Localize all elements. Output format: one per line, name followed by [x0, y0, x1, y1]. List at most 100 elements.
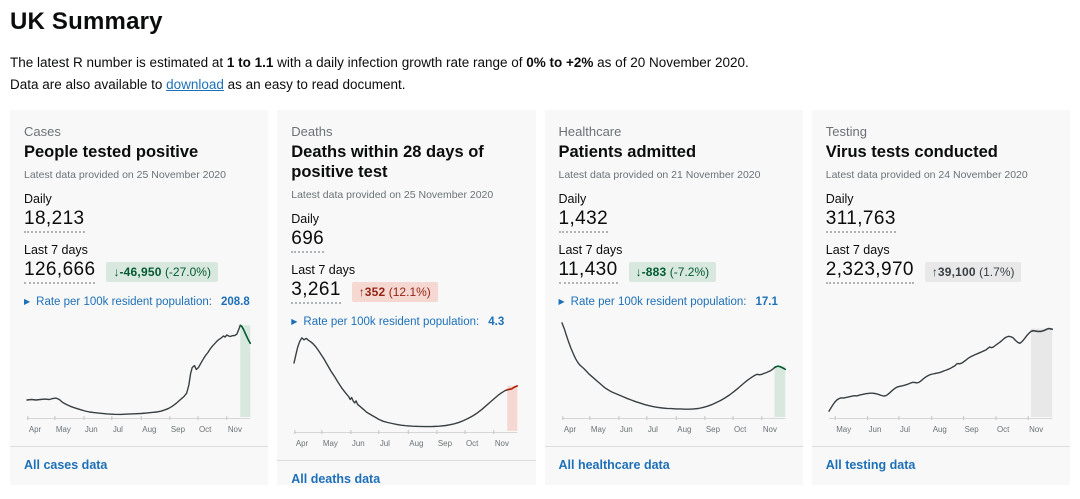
change-arrow-icon: ↑ [358, 284, 365, 299]
svg-text:Jul: Jul [113, 425, 123, 434]
triangle-right-icon: ▶ [24, 297, 31, 306]
trend-chart: May Jun Jul Aug Sep Oct Nov [826, 314, 1056, 444]
week-label: Last 7 days [291, 263, 356, 278]
daily-value: 311,763 [825, 208, 896, 234]
daily-metric: Daily 311,763 [825, 192, 1056, 234]
card-category: Healthcare [558, 124, 622, 140]
svg-text:Jun: Jun [85, 425, 98, 434]
svg-text:Sep: Sep [705, 425, 720, 434]
svg-text:Oct: Oct [466, 439, 479, 448]
change-badge: ↓-883 (-7.2%) [628, 261, 717, 282]
svg-text:Nov: Nov [1029, 425, 1043, 434]
card-provided-date: Latest data provided on 25 November 2020 [291, 189, 494, 202]
daily-label: Daily [291, 212, 320, 227]
card-provided-date: Latest data provided on 25 November 2020 [24, 169, 226, 182]
rate-toggle[interactable]: ▶ Rate per 100k resident population: 208.… [24, 296, 254, 308]
change-value: 352 [364, 284, 386, 299]
svg-text:Nov: Nov [762, 425, 776, 434]
card-title: Virus tests conducted [825, 143, 998, 162]
daily-metric: Daily 18,213 [24, 192, 254, 234]
svg-text:Aug: Aug [677, 425, 691, 434]
svg-text:Apr: Apr [296, 439, 309, 448]
card-footer-link[interactable]: All testing data [825, 458, 916, 473]
svg-text:Apr: Apr [563, 425, 576, 434]
week-value: 2,323,970 [825, 259, 914, 284]
download-line: Data are also available to download as a… [10, 74, 1070, 96]
r-number-line: The latest R number is estimated at 1 to… [10, 52, 1070, 74]
download-text-before: Data are also available to [10, 76, 167, 92]
card-footer-link[interactable]: All cases data [24, 458, 108, 473]
growth-rate-value: 0% to +2% [526, 55, 594, 70]
change-percent: (-27.0%) [164, 264, 211, 279]
rate-label: Rate per 100k resident population: [36, 296, 212, 308]
change-value: 39,100 [937, 264, 976, 279]
download-link[interactable]: download [166, 76, 224, 92]
card-provided-date: Latest data provided on 24 November 2020 [825, 169, 1028, 182]
svg-text:Sep: Sep [171, 425, 186, 434]
svg-text:May: May [323, 439, 338, 448]
svg-text:Oct: Oct [734, 425, 747, 434]
download-text-after: as an easy to read document. [223, 76, 406, 92]
summary-card: Healthcare Patients admitted Latest data… [544, 110, 803, 486]
svg-text:Jul: Jul [380, 439, 390, 448]
week-value: 3,261 [291, 279, 341, 305]
week-metric: Last 7 days 3,261 ↑352 (12.1%) [291, 263, 521, 305]
week-label: Last 7 days [24, 243, 88, 258]
svg-text:Jun: Jun [868, 425, 881, 434]
summary-card: Deaths Deaths within 28 days of positive… [277, 110, 536, 486]
svg-text:Apr: Apr [29, 425, 42, 434]
card-category: Testing [825, 124, 867, 140]
change-arrow-icon: ↓ [113, 264, 120, 279]
card-divider [10, 446, 269, 448]
svg-text:Oct: Oct [997, 425, 1010, 434]
svg-text:Jun: Jun [619, 425, 632, 434]
r-number-value: 1 to 1.1 [226, 55, 274, 70]
change-badge: ↓-46,950 (-27.0%) [106, 261, 218, 282]
daily-label: Daily [24, 192, 52, 207]
change-badge: ↑39,100 (1.7%) [924, 261, 1022, 282]
card-divider [811, 446, 1070, 448]
page-title: UK Summary [10, 8, 163, 35]
svg-text:May: May [56, 425, 71, 434]
svg-text:Aug: Aug [410, 439, 424, 448]
card-title: Deaths within 28 days of positive test [291, 143, 484, 182]
daily-label: Daily [558, 192, 587, 207]
week-metric: Last 7 days 2,323,970 ↑39,100 (1.7%) [825, 243, 1056, 284]
svg-text:Nov: Nov [495, 439, 509, 448]
change-value: -883 [641, 264, 667, 279]
cards-grid: Cases People tested positive Latest data… [10, 110, 1070, 486]
svg-text:Sep: Sep [964, 425, 979, 434]
trend-chart-svg: May Jun Jul Aug Sep Oct Nov [828, 327, 1053, 434]
rate-toggle[interactable]: ▶ Rate per 100k resident population: 17.1 [559, 296, 789, 308]
uk-summary-page: UK Summary The latest R number is estima… [10, 8, 1070, 486]
trend-chart-svg: Apr May Jun Jul Aug Sep Oct Nov [293, 337, 519, 448]
svg-text:Oct: Oct [199, 425, 212, 434]
change-arrow-icon: ↑ [931, 264, 938, 279]
daily-metric: Daily 696 [291, 212, 521, 254]
svg-text:Jun: Jun [352, 439, 365, 448]
week-label: Last 7 days [825, 243, 890, 258]
week-metric: Last 7 days 126,666 ↓-46,950 (-27.0%) [24, 243, 254, 284]
growth-rate-text: with a daily infection growth rate range… [273, 55, 527, 70]
change-value: -46,950 [119, 264, 162, 279]
rate-label: Rate per 100k resident population: [303, 316, 480, 329]
trend-chart: Apr May Jun Jul Aug Sep Oct Nov [291, 328, 521, 458]
card-footer-link[interactable]: All healthcare data [558, 458, 670, 473]
intro-text: The latest R number is estimated at 1 to… [10, 52, 1070, 95]
card-divider [277, 460, 536, 462]
week-metric: Last 7 days 11,430 ↓-883 (-7.2%) [558, 243, 789, 284]
change-percent: (-7.2%) [669, 264, 710, 279]
trend-chart-svg: Apr May Jun Jul Aug Sep Oct Nov [560, 322, 786, 434]
summary-card: Cases People tested positive Latest data… [10, 110, 269, 486]
svg-text:Aug: Aug [142, 425, 156, 434]
card-provided-date: Latest data provided on 21 November 2020 [558, 169, 761, 182]
svg-text:May: May [836, 425, 851, 434]
card-title: People tested positive [24, 143, 199, 162]
r-number-text: The latest R number is estimated at [10, 55, 227, 70]
change-arrow-icon: ↓ [635, 264, 642, 279]
svg-text:Jul: Jul [647, 425, 657, 434]
card-divider [544, 446, 803, 448]
week-value: 126,666 [24, 259, 96, 284]
rate-toggle[interactable]: ▶ Rate per 100k resident population: 4.3 [291, 316, 521, 328]
card-footer-link[interactable]: All deaths data [291, 472, 381, 487]
